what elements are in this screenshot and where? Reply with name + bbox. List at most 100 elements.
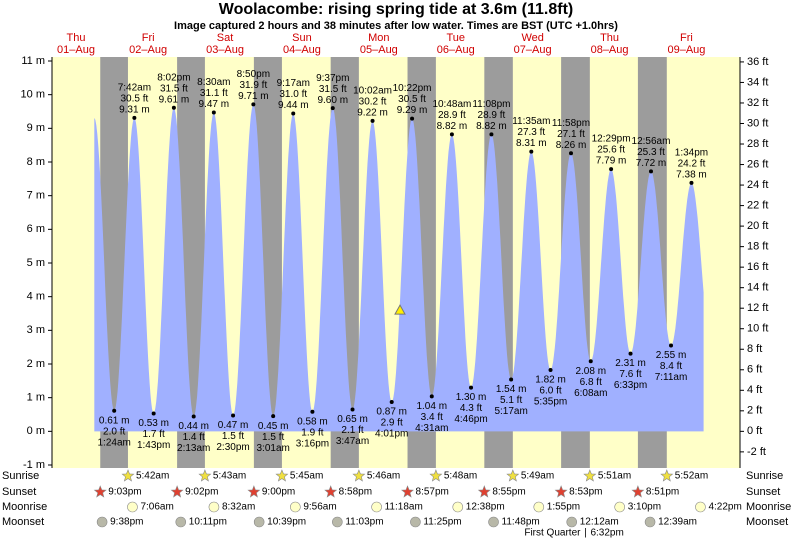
tide-point: [689, 180, 694, 185]
y-tick-label: 4 m: [27, 291, 45, 303]
moon-phase-separator: |: [584, 528, 587, 539]
y-tick-label: 1 m: [27, 392, 45, 404]
tide-point: [271, 414, 276, 419]
tide-label: 9.61 m: [159, 94, 190, 105]
tide-label: 5:17am: [494, 406, 527, 417]
y2-tick-label: 22 ft: [747, 199, 768, 211]
row-time: 9:00pm: [262, 487, 295, 498]
tide-label: 30.5 ft: [398, 94, 426, 105]
day-date: 09‒Aug: [667, 44, 705, 56]
tide-label: 1.5 ft: [262, 432, 284, 443]
tide-label: 6:33pm: [614, 380, 647, 391]
tide-label: 9.71 m: [238, 91, 269, 102]
row-time: 10:39pm: [267, 517, 306, 528]
sun-icon: [275, 469, 289, 482]
tide-label: 9.47 m: [199, 99, 230, 110]
tide-label: 10:48am: [432, 99, 471, 110]
sun-icon: [660, 469, 674, 482]
row-time: 8:58pm: [339, 487, 372, 498]
moon-phase-time: 6:32pm: [590, 528, 623, 539]
tide-label: 1.5 ft: [222, 431, 244, 442]
tide-label: 2.9 ft: [381, 418, 403, 429]
tide-label: 0.45 m: [258, 421, 289, 432]
y-tick-label: 0 m: [27, 425, 45, 437]
y2-tick-label: 26 ft: [747, 158, 768, 170]
tide-label: 9:17am: [277, 78, 310, 89]
tide-label: 30.5 ft: [120, 94, 148, 105]
day-date: 05‒Aug: [360, 44, 398, 56]
tide-label: 7:42am: [118, 83, 151, 94]
y2-tick-label: 34 ft: [747, 76, 768, 88]
day-date: 07‒Aug: [514, 44, 552, 56]
tide-label: 3.4 ft: [421, 412, 443, 423]
tide-label: 12:56am: [632, 136, 671, 147]
day-weekday: Tue: [446, 32, 465, 44]
row-label: Sunset: [2, 486, 36, 498]
tide-label: 1:43pm: [137, 440, 170, 451]
sun-icon: [631, 485, 645, 498]
tide-point: [132, 115, 137, 120]
moon-icon: [208, 501, 220, 513]
y-tick-label: 11 m: [21, 55, 45, 67]
tide-label: 9.44 m: [278, 100, 309, 111]
tide-point: [350, 407, 355, 412]
moon-icon: [695, 501, 706, 513]
row-time: 11:18am: [385, 502, 423, 513]
sun-icon: [93, 485, 107, 498]
tide-point: [389, 400, 394, 405]
y2-tick-label: 4 ft: [747, 384, 762, 396]
tide-label: 31.1 ft: [200, 88, 228, 99]
tide-label: 2:30pm: [216, 442, 249, 453]
tide-label: 1.7 ft: [143, 429, 165, 440]
row-time: 8:57pm: [416, 487, 449, 498]
row-time: 11:48pm: [502, 517, 540, 528]
moon-icon: [290, 501, 301, 513]
tide-label: 6:08am: [574, 388, 607, 399]
row-time: 5:51am: [598, 471, 631, 482]
y2-tick-label: 12 ft: [747, 302, 768, 314]
row-time: 5:46am: [367, 471, 400, 482]
tide-point: [112, 408, 117, 413]
tide-label: 8.82 m: [437, 121, 468, 132]
tide-label: 5:35pm: [534, 397, 567, 408]
tide-label: 8.4 ft: [660, 361, 682, 372]
day-weekday: Sun: [292, 32, 312, 44]
moon-icon: [488, 516, 499, 528]
y-tick-label: 2 m: [27, 358, 45, 370]
row-time: 5:49am: [521, 471, 554, 482]
tide-point: [648, 169, 653, 174]
tide-point: [548, 368, 553, 373]
row-time: 10:11pm: [189, 517, 227, 528]
tide-label: 2.1 ft: [341, 425, 363, 436]
day-weekday: Thu: [600, 32, 619, 44]
tide-label: 10:02am: [353, 86, 392, 97]
sun-icon: [352, 469, 366, 482]
tide-label: 25.6 ft: [597, 145, 625, 156]
tide-label: 1.4 ft: [183, 432, 205, 443]
moon-icon: [644, 516, 656, 528]
row-time: 9:02pm: [185, 487, 218, 498]
row-time: 8:53pm: [569, 487, 602, 498]
tide-label: 4:46pm: [454, 414, 487, 425]
row-label: Sunrise: [746, 470, 783, 482]
day-date: 01‒Aug: [57, 44, 95, 56]
row-time: 4:22pm: [708, 502, 741, 513]
day-weekday: Thu: [67, 32, 86, 44]
tide-label: 2.31 m: [615, 358, 646, 369]
tide-label: 7.38 m: [676, 170, 707, 181]
row-time: 8:51pm: [646, 487, 679, 498]
tide-label: 8:30am: [197, 77, 230, 88]
tide-label: 7.6 ft: [619, 369, 641, 380]
tide-point: [231, 413, 236, 418]
tide-label: 7.72 m: [636, 158, 667, 169]
tide-label: 4.3 ft: [460, 403, 482, 414]
tide-point: [191, 414, 196, 419]
tide-label: 1:34pm: [675, 148, 708, 159]
tide-point: [251, 102, 256, 107]
tide-label: 7:11am: [655, 372, 688, 383]
sun-icon: [121, 469, 135, 482]
tide-point: [568, 151, 573, 156]
row-time: 8:32am: [222, 502, 255, 513]
moon-icon: [410, 516, 421, 528]
tide-label: 4:01pm: [375, 429, 408, 440]
